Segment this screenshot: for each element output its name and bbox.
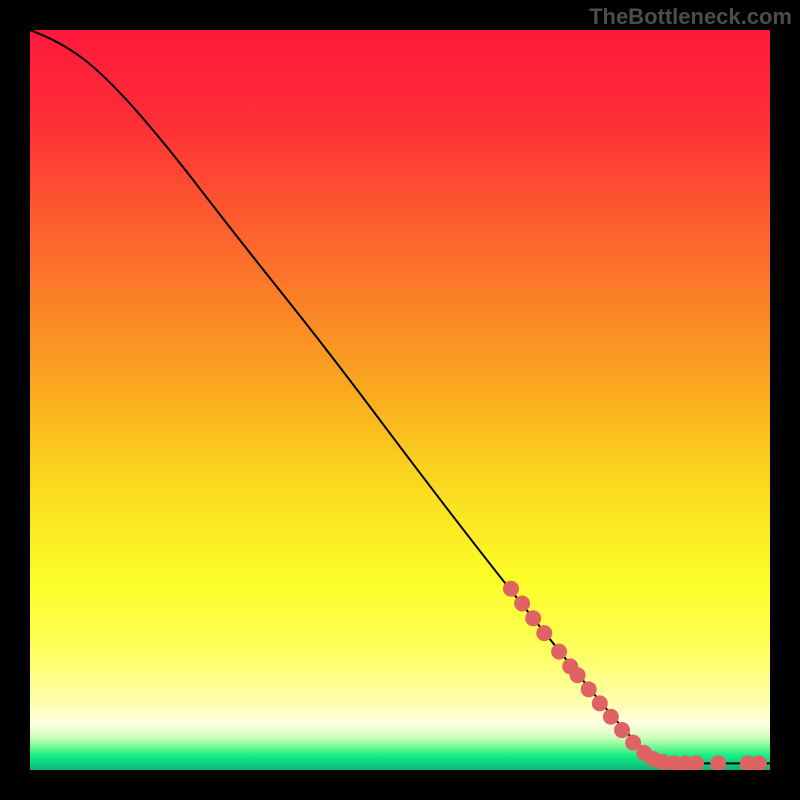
data-marker: [514, 596, 530, 612]
data-marker: [503, 581, 519, 597]
data-marker: [614, 722, 630, 738]
chart-stage: TheBottleneck.com: [0, 0, 800, 800]
attribution-label: TheBottleneck.com: [589, 4, 792, 30]
data-marker: [581, 681, 597, 697]
data-marker: [525, 610, 541, 626]
data-marker: [570, 667, 586, 683]
data-marker: [603, 709, 619, 725]
data-marker: [536, 625, 552, 641]
data-marker: [551, 644, 567, 660]
chart-svg: [30, 30, 770, 770]
gradient-background: [30, 30, 770, 770]
plot-area: [30, 30, 770, 770]
data-marker: [592, 695, 608, 711]
